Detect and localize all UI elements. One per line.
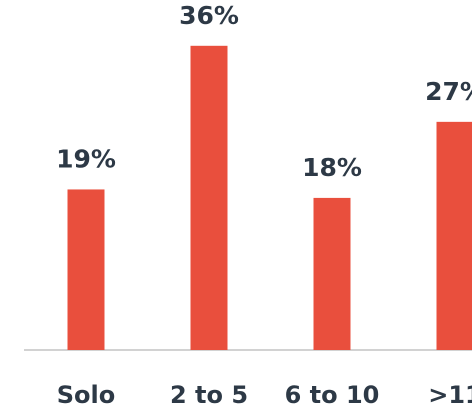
category-label-0: Solo — [57, 381, 116, 409]
value-label-1: 36% — [179, 1, 239, 30]
value-labels-layer: 19% 36% 18% 27% — [56, 1, 472, 182]
bar-2 — [314, 198, 351, 350]
bar-0 — [68, 189, 105, 350]
bar-1 — [191, 46, 228, 350]
category-label-2: 6 to 10 — [285, 381, 380, 409]
value-label-0: 19% — [56, 144, 116, 173]
category-label-3: >11 — [428, 381, 472, 409]
bars-layer — [68, 46, 472, 350]
category-label-1: 2 to 5 — [170, 381, 248, 409]
category-labels-layer: Solo 2 to 5 6 to 10 >11 — [57, 381, 472, 409]
value-label-2: 18% — [302, 153, 362, 182]
bar-3 — [437, 122, 472, 350]
value-label-3: 27% — [425, 77, 472, 106]
